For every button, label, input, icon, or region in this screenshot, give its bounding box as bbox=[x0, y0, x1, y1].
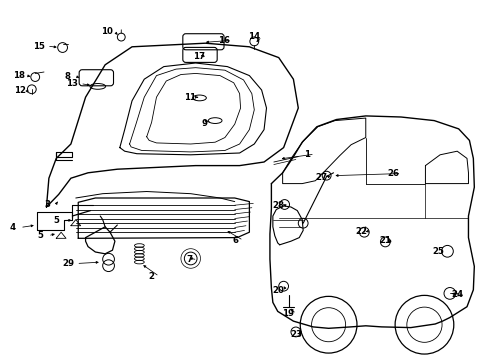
Text: 26: 26 bbox=[387, 169, 399, 178]
Text: 2: 2 bbox=[148, 272, 154, 281]
Circle shape bbox=[394, 295, 453, 354]
Text: 16: 16 bbox=[218, 36, 229, 45]
Text: 21: 21 bbox=[379, 236, 390, 245]
Text: 3: 3 bbox=[45, 200, 51, 209]
Text: 18: 18 bbox=[13, 71, 24, 80]
Text: 6: 6 bbox=[232, 236, 238, 245]
Text: 5: 5 bbox=[53, 216, 59, 225]
Text: 27: 27 bbox=[315, 173, 327, 181]
Text: 13: 13 bbox=[66, 79, 78, 88]
Text: 29: 29 bbox=[62, 259, 74, 268]
Text: 28: 28 bbox=[272, 202, 284, 210]
Text: 8: 8 bbox=[64, 72, 70, 81]
Text: 20: 20 bbox=[272, 287, 284, 295]
Text: 7: 7 bbox=[186, 256, 192, 264]
Text: 14: 14 bbox=[248, 32, 260, 41]
Text: 25: 25 bbox=[431, 247, 443, 256]
Text: 22: 22 bbox=[354, 227, 366, 236]
Text: 5: 5 bbox=[37, 231, 43, 240]
Text: 10: 10 bbox=[101, 27, 112, 36]
Text: 17: 17 bbox=[193, 52, 205, 61]
Text: 1: 1 bbox=[304, 150, 309, 158]
Circle shape bbox=[300, 296, 356, 353]
Text: 9: 9 bbox=[201, 118, 207, 127]
Text: 15: 15 bbox=[33, 41, 45, 50]
Text: 23: 23 bbox=[290, 330, 302, 338]
Text: 24: 24 bbox=[450, 290, 462, 299]
Text: 11: 11 bbox=[183, 93, 195, 102]
Text: 19: 19 bbox=[282, 309, 294, 318]
Text: 4: 4 bbox=[9, 223, 15, 232]
Text: 12: 12 bbox=[14, 86, 25, 95]
